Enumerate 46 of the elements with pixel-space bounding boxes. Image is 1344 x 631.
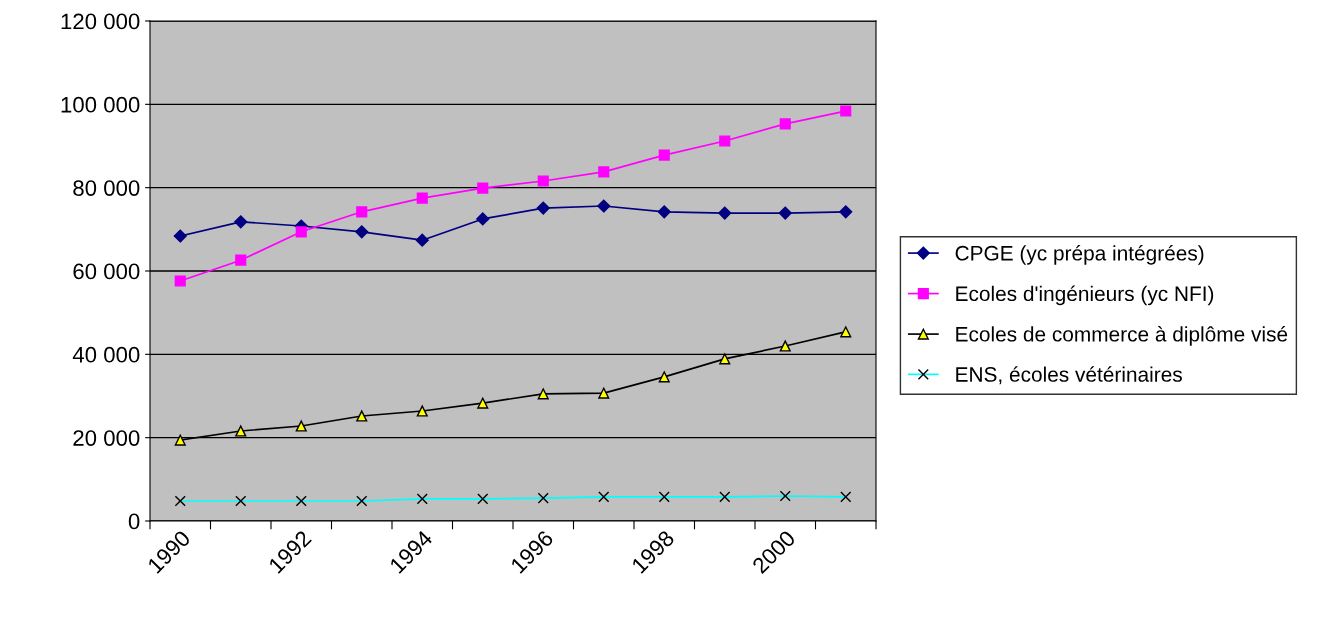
point <box>416 405 428 417</box>
point <box>598 166 610 178</box>
point <box>415 233 429 247</box>
point <box>537 175 549 187</box>
point <box>537 388 549 400</box>
point <box>719 353 731 365</box>
point <box>840 105 852 117</box>
point <box>779 118 791 130</box>
point <box>658 371 670 383</box>
point <box>779 340 791 352</box>
y-tick-label: 100 000 <box>61 96 140 113</box>
point <box>718 206 732 220</box>
point <box>355 225 369 239</box>
y-tick-label: 60 000 <box>73 263 140 280</box>
point <box>356 206 368 218</box>
y-tick-label: 80 000 <box>73 180 140 196</box>
legend-label: ENS, écoles vétérinaires <box>956 366 1182 385</box>
point <box>597 199 611 213</box>
point <box>477 397 489 409</box>
point <box>536 201 550 215</box>
y-tick-label: 120 000 <box>61 13 140 30</box>
point <box>778 206 792 220</box>
point <box>295 226 307 238</box>
y-tick-label: 40 000 <box>72 346 140 363</box>
point <box>173 229 187 243</box>
legend-label: Ecoles de commerce à diplôme visé <box>956 326 1288 346</box>
point <box>235 425 247 437</box>
point <box>295 420 307 432</box>
point <box>839 205 853 219</box>
point <box>477 182 489 194</box>
y-tick-label: 0 <box>128 513 140 530</box>
y-tick-label: 20 000 <box>73 430 140 446</box>
point <box>658 149 670 161</box>
point <box>416 192 428 204</box>
legend-label: CPGE (yc prépa intégrées) <box>955 245 1204 265</box>
legend-label: Ecoles d'ingénieurs (yc NFI) <box>956 285 1214 306</box>
point <box>174 275 186 287</box>
point <box>840 326 852 338</box>
point <box>598 387 610 399</box>
point <box>476 212 490 226</box>
point <box>234 215 248 229</box>
point <box>356 410 368 422</box>
point <box>174 434 186 446</box>
point <box>657 205 671 219</box>
point <box>235 254 247 266</box>
point <box>719 135 731 147</box>
